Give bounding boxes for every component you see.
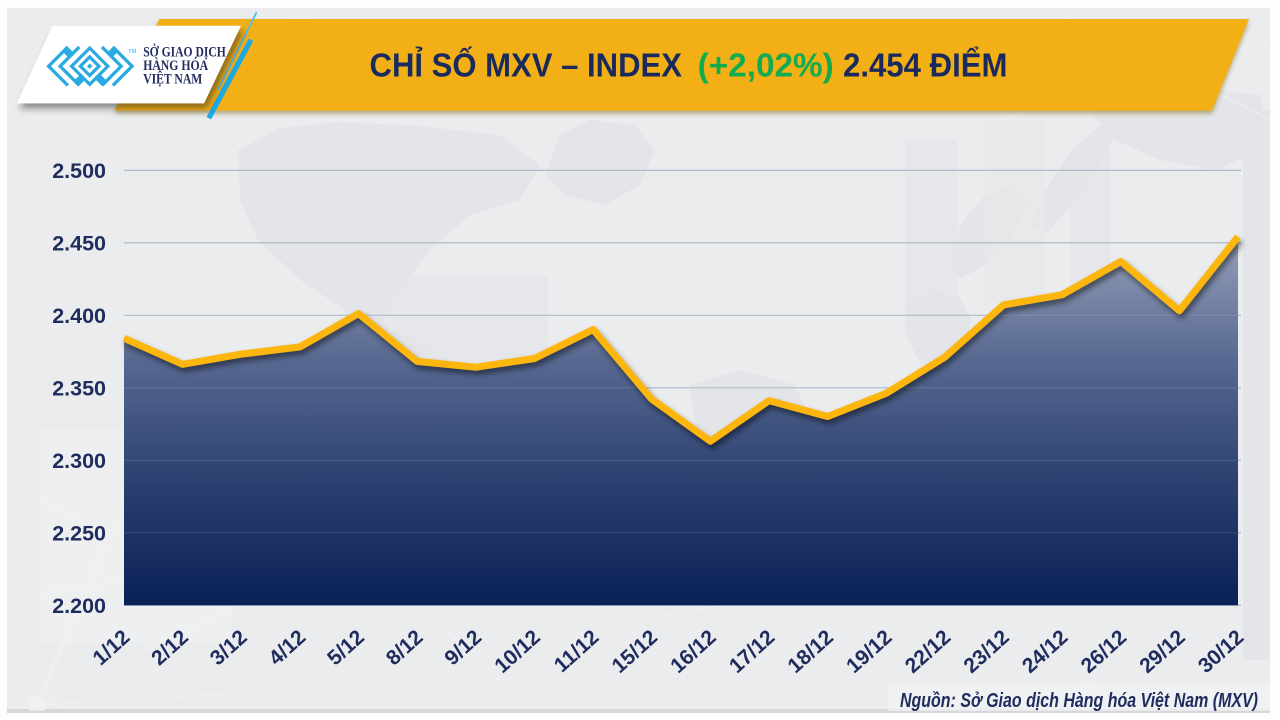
svg-text:2.300: 2.300: [52, 449, 106, 473]
svg-text:TM: TM: [128, 49, 136, 55]
svg-text:Nguồn: Sở Giao dịch Hàng hóa V: Nguồn: Sở Giao dịch Hàng hóa Việt Nam (M…: [900, 690, 1258, 712]
svg-text:2.350: 2.350: [52, 376, 106, 400]
svg-text:HÀNG HÓA: HÀNG HÓA: [143, 57, 208, 74]
svg-text:CHỈ SỐ MXV – INDEX: CHỈ SỐ MXV – INDEX: [370, 46, 683, 84]
svg-text:VIỆT NAM: VIỆT NAM: [143, 70, 202, 87]
svg-text:2.454 ĐIỂM: 2.454 ĐIỂM: [843, 47, 1008, 84]
svg-text:2.400: 2.400: [52, 304, 106, 328]
svg-text:(+2,02%): (+2,02%): [698, 47, 834, 84]
svg-text:2.450: 2.450: [52, 231, 106, 255]
svg-text:2.250: 2.250: [52, 521, 106, 545]
svg-text:SỞ GIAO DỊCH: SỞ GIAO DỊCH: [143, 43, 226, 60]
svg-text:2.200: 2.200: [52, 594, 106, 618]
svg-text:2.500: 2.500: [52, 159, 106, 183]
